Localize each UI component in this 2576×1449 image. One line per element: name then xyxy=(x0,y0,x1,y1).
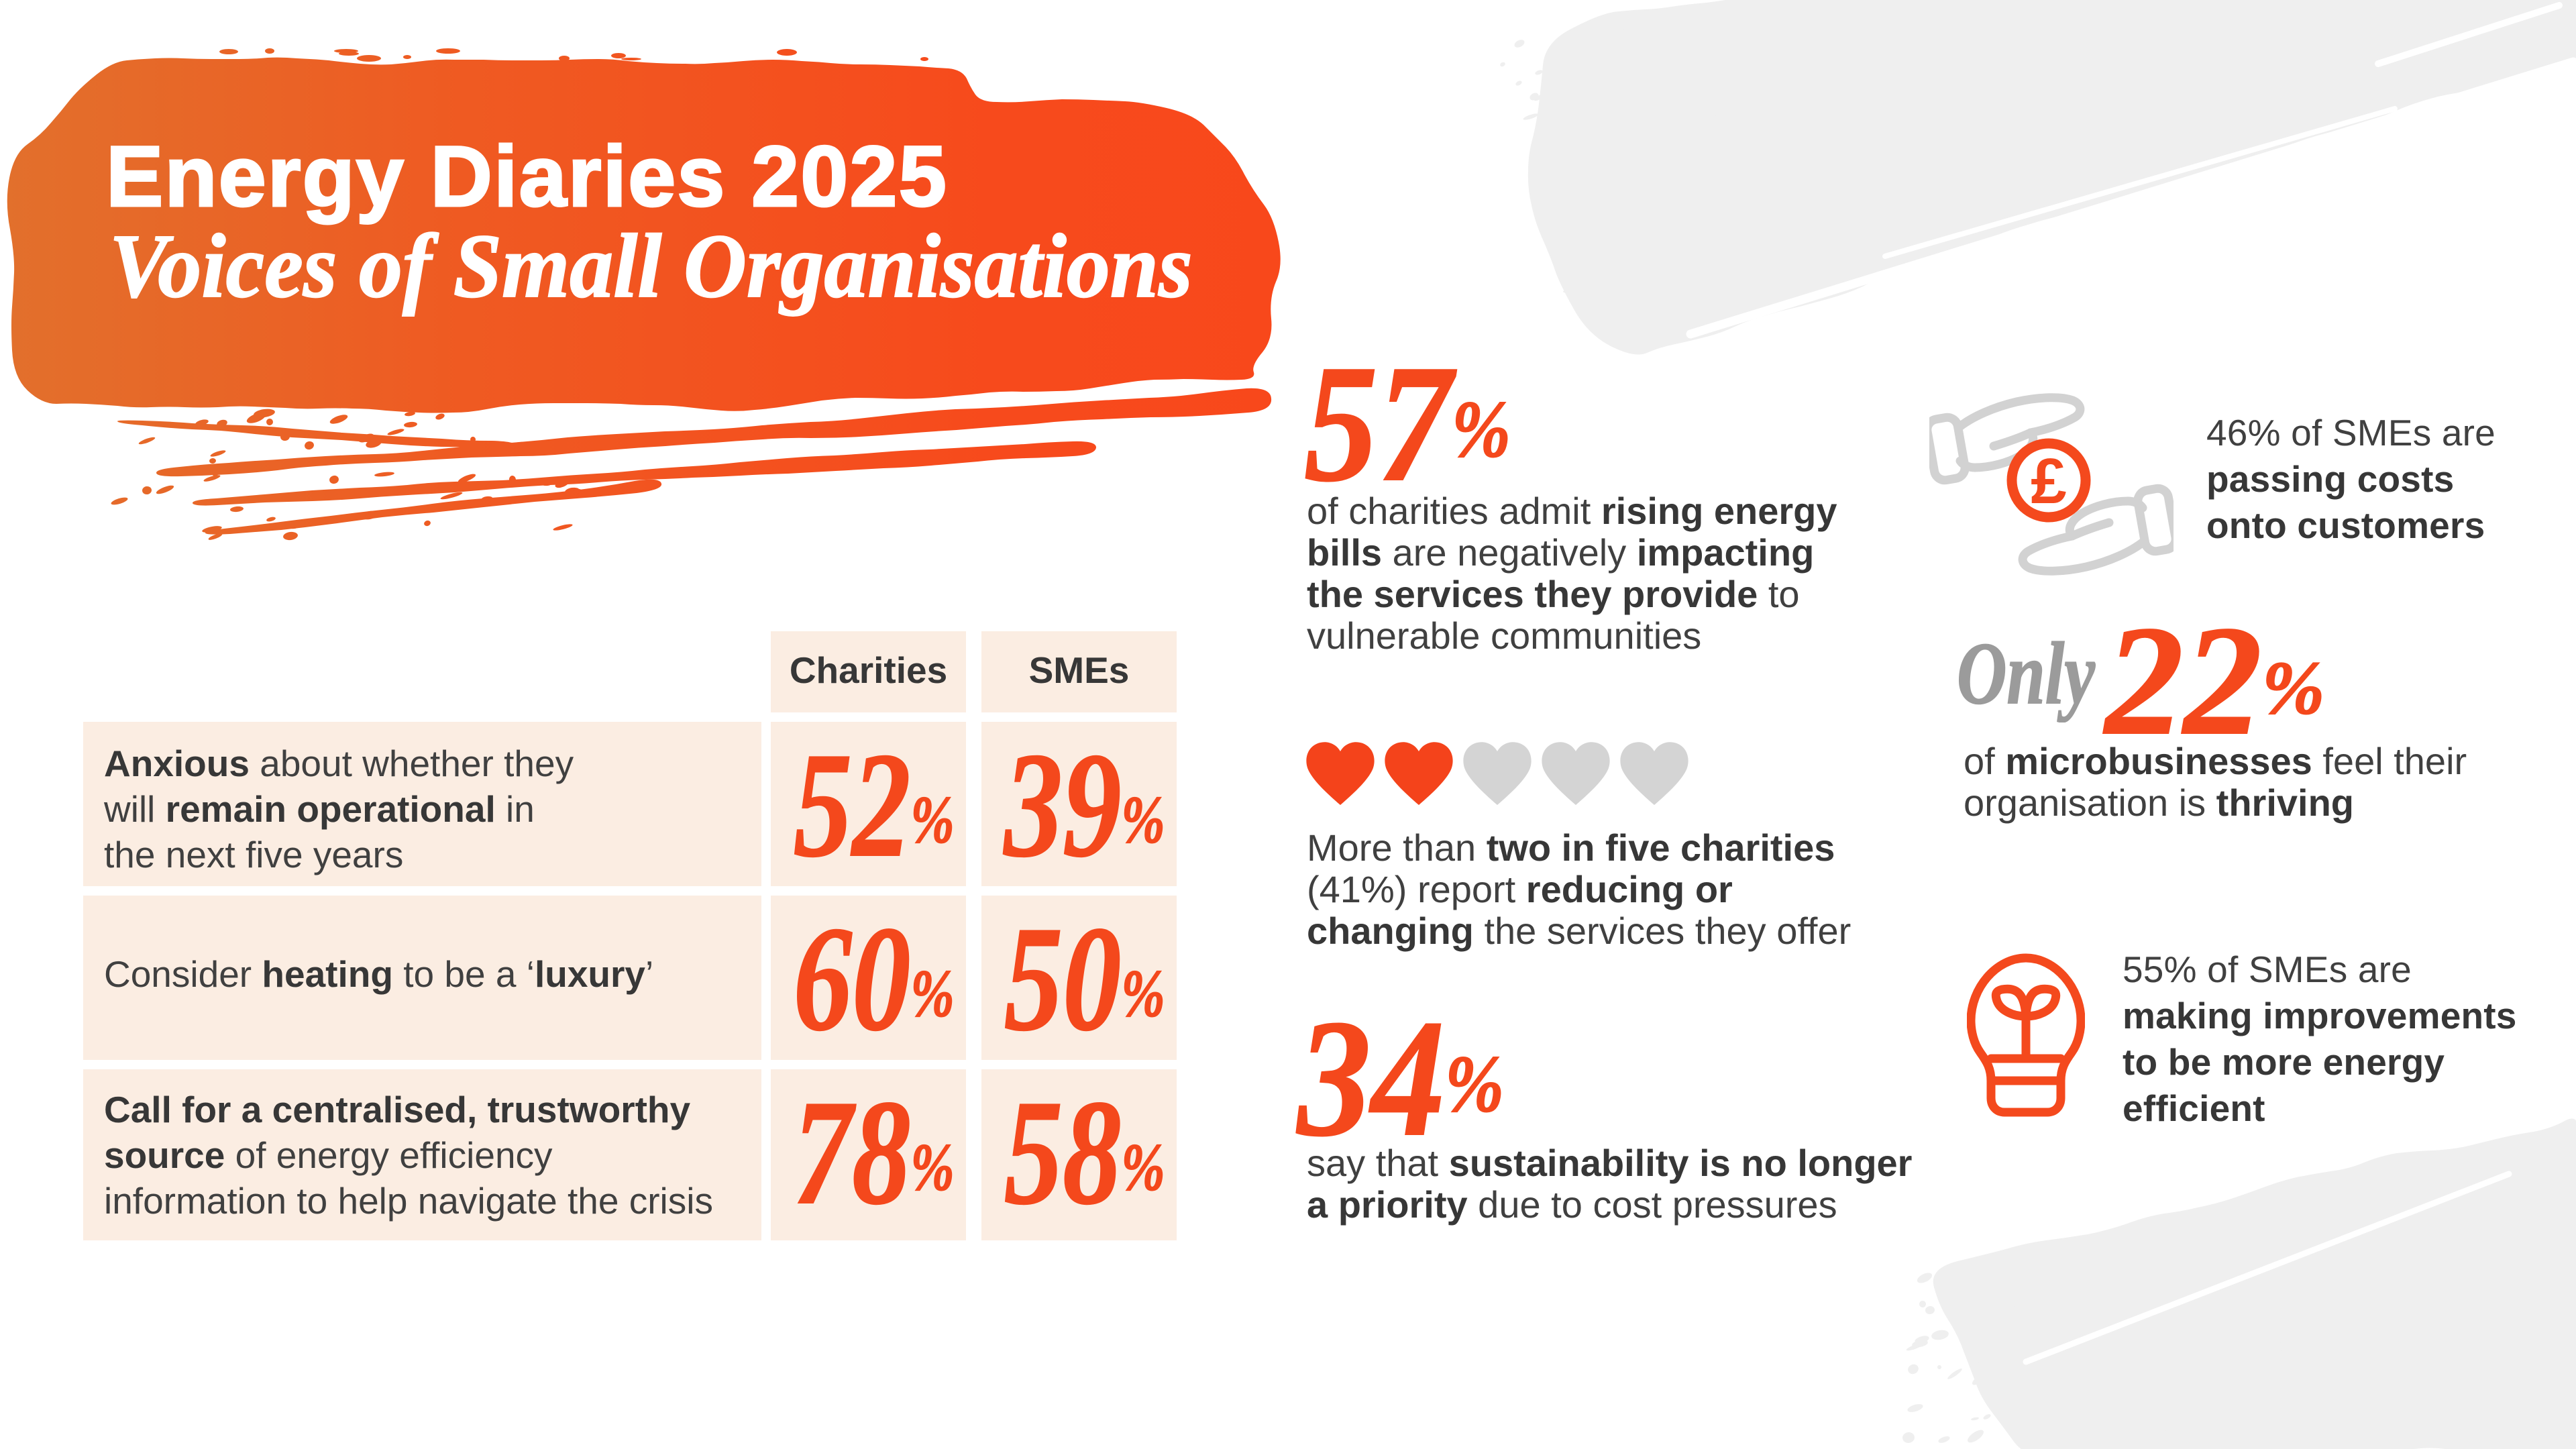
svg-text:£: £ xyxy=(2031,445,2066,517)
